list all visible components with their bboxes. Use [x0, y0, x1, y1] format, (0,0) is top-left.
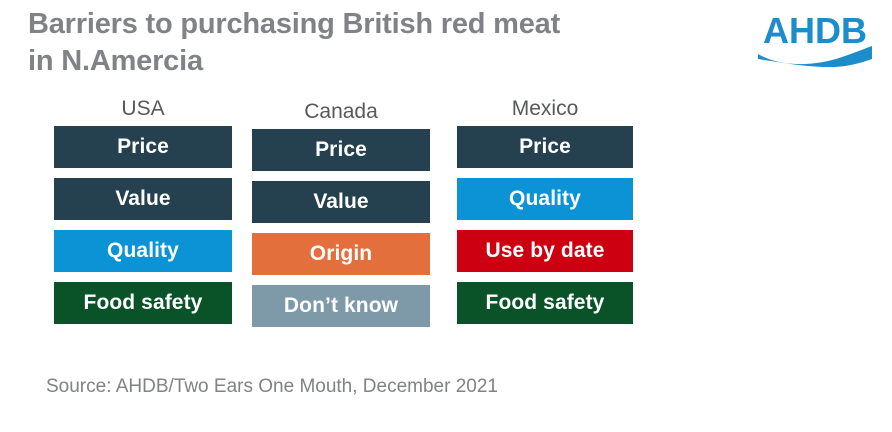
cell-mexico-4[interactable]: Food safety: [457, 282, 633, 324]
column-usa: USA Price Value Quality Food safety: [48, 92, 238, 324]
cell-usa-3[interactable]: Quality: [54, 230, 232, 272]
matrix-columns: USA Price Value Quality Food safety Cana…: [0, 92, 892, 327]
cell-usa-1[interactable]: Price: [54, 126, 232, 168]
cell-mexico-2[interactable]: Quality: [457, 178, 633, 220]
column-cells-usa: Price Value Quality Food safety: [48, 126, 238, 324]
cell-usa-2[interactable]: Value: [54, 178, 232, 220]
column-canada: Canada Price Value Origin Don’t know: [246, 92, 436, 327]
column-cells-mexico: Price Quality Use by date Food safety: [450, 126, 640, 324]
page-title: Barriers to purchasing British red meat …: [28, 8, 561, 78]
column-cells-canada: Price Value Origin Don’t know: [246, 129, 436, 327]
column-header-mexico: Mexico: [511, 97, 579, 120]
column-header-canada: Canada: [304, 100, 378, 123]
ahdb-logo-svg: AHDB: [758, 10, 872, 67]
barriers-matrix: USA Price Value Quality Food safety Cana…: [0, 92, 892, 327]
cell-mexico-1[interactable]: Price: [457, 126, 633, 168]
cell-canada-4[interactable]: Don’t know: [252, 285, 430, 327]
cell-canada-2[interactable]: Value: [252, 181, 430, 223]
cell-canada-3[interactable]: Origin: [252, 233, 430, 275]
ahdb-logo: AHDB: [756, 10, 874, 68]
ahdb-wave-icon: [758, 46, 872, 67]
cell-mexico-3[interactable]: Use by date: [457, 230, 633, 272]
source-note: Source: AHDB/Two Ears One Mouth, Decembe…: [46, 376, 498, 397]
ahdb-logo-text: AHDB: [763, 10, 867, 51]
cell-canada-1[interactable]: Price: [252, 129, 430, 171]
title-block: Barriers to purchasing British red meat …: [28, 6, 748, 80]
cell-usa-4[interactable]: Food safety: [54, 282, 232, 324]
column-mexico: Mexico Price Quality Use by date Food sa…: [450, 92, 640, 324]
column-header-usa: USA: [121, 97, 165, 120]
